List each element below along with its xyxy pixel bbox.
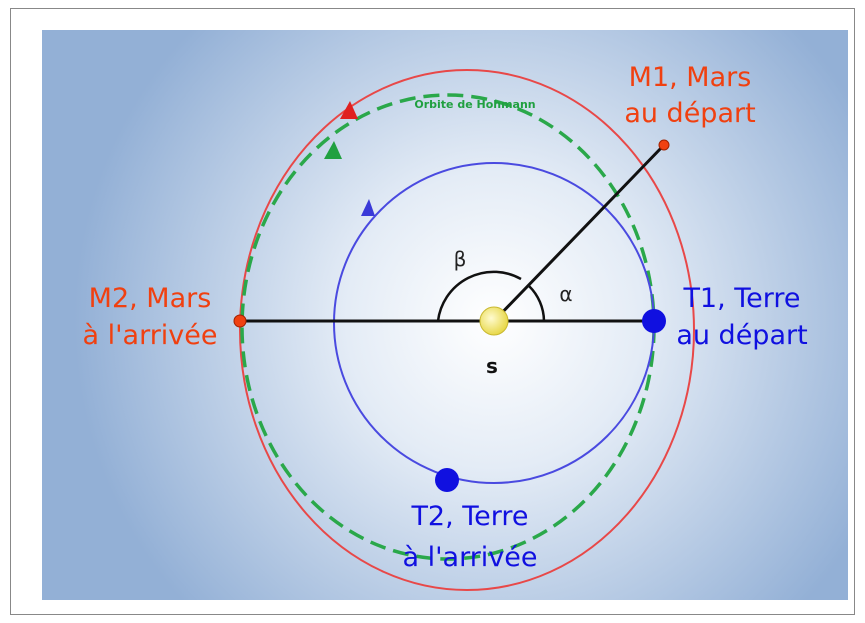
m2-label: à l'arrivée xyxy=(82,320,217,351)
earth-t2 xyxy=(435,468,459,492)
m1-label: M1, Mars xyxy=(629,62,752,93)
t1-label: au départ xyxy=(676,320,807,351)
earth-t1 xyxy=(642,309,666,333)
mars-m1 xyxy=(659,140,669,150)
sun xyxy=(480,307,508,335)
t1-label: T1, Terre xyxy=(682,283,800,314)
hohmann-label: Orbite de Hohmann xyxy=(414,98,535,111)
sun-label: s xyxy=(486,354,498,378)
t2-label: à l'arrivée xyxy=(402,542,537,573)
m1-label: au départ xyxy=(624,98,755,129)
mars-m2 xyxy=(234,315,246,327)
beta-label: β xyxy=(454,247,467,271)
t2-label: T2, Terre xyxy=(410,501,528,532)
alpha-label: α xyxy=(559,282,572,306)
diagram: Orbite de Hohmann M1, Mars au départ M2,… xyxy=(0,0,865,623)
m2-label: M2, Mars xyxy=(89,283,212,314)
